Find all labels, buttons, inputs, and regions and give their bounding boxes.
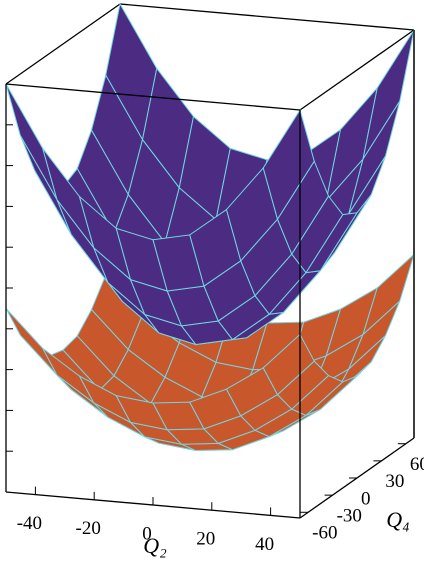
x-tick-label: 20 [196,529,215,550]
surface-patch [262,108,315,221]
box-edge [5,3,121,85]
surface-patch [262,333,315,396]
y-tick-label: -30 [337,506,362,527]
y-tick-label: 0 [361,488,371,509]
y-axis-title: Q₄ [386,507,410,532]
surface-patch [5,83,58,200]
box-edge [299,29,415,111]
x-axis-title: Q₂ [143,533,167,558]
x-tick-label: 40 [255,534,274,555]
x-tick-label: -40 [17,513,42,534]
y-tick-label: 30 [385,471,404,492]
y-tick-label: 60 [410,454,424,475]
box-edge [119,3,415,31]
x-tick-label: -20 [76,518,101,539]
y-tick-label: -60 [312,523,337,544]
box-edge [5,83,301,111]
x-tick-label: 0 [142,523,152,544]
surface-patch [5,308,58,376]
